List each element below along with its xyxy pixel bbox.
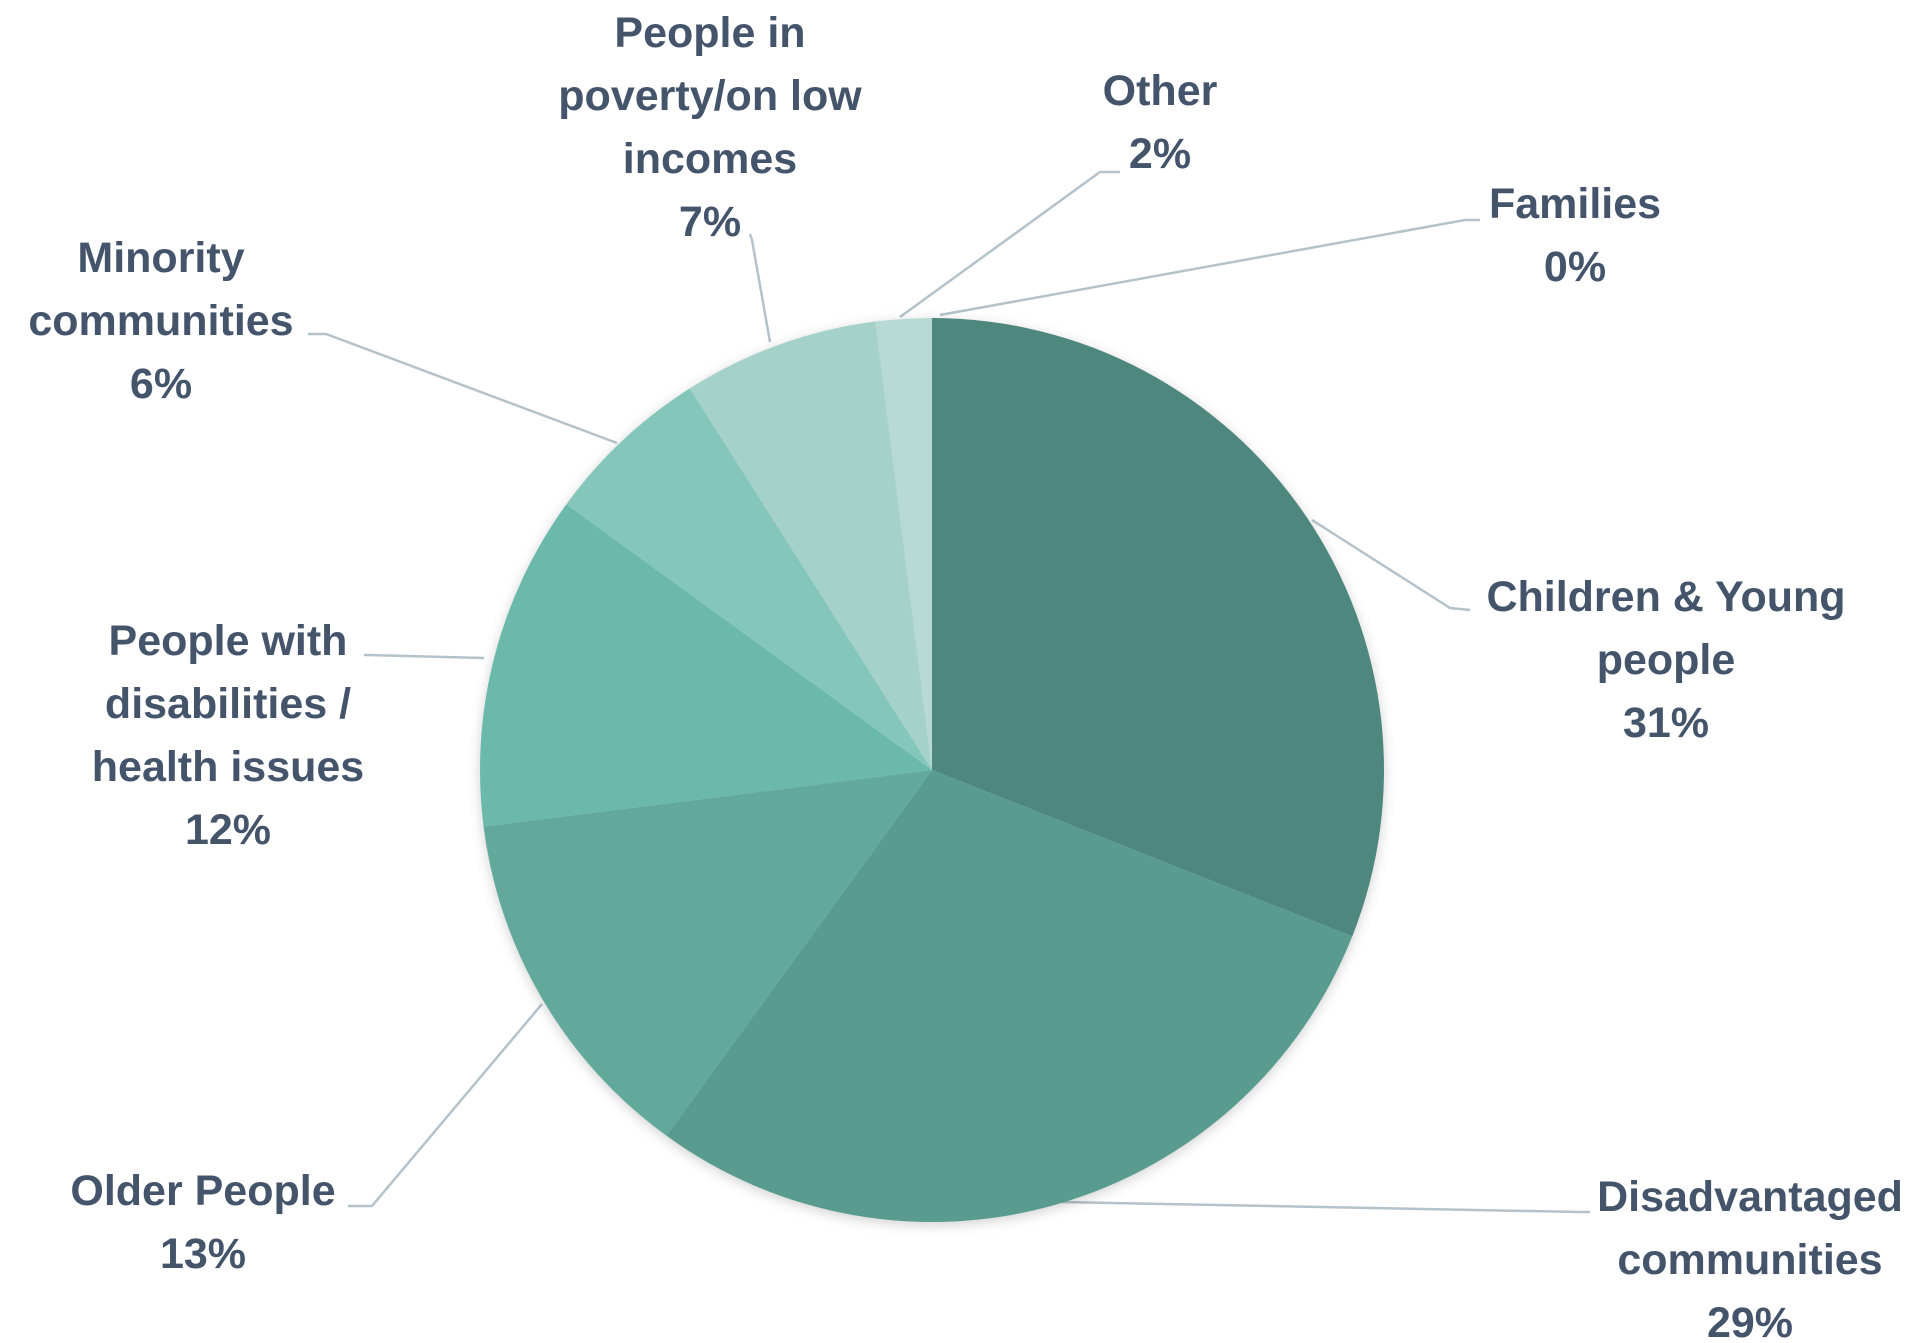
pie-slice-older-people	[483, 770, 932, 1136]
slice-name: Minority	[77, 234, 244, 282]
slice-name: disabilities /	[105, 680, 351, 728]
pie-slices	[479, 318, 1385, 1223]
slice-label: Other 2%	[1103, 67, 1218, 178]
leader-line	[939, 218, 1480, 317]
slice-name: People in	[614, 9, 805, 57]
leader-line	[1311, 518, 1471, 612]
slice-percent: 31%	[1623, 699, 1709, 747]
pie-slice-people-in-poverty-on-low-incomes	[689, 321, 932, 770]
pie-slice-minority-communities	[566, 388, 932, 770]
slice-percent: 6%	[130, 360, 192, 408]
slice-label: Older People 13%	[70, 1167, 335, 1278]
pie-slice-children-young-people	[932, 318, 1385, 937]
slice-percent: 7%	[679, 198, 741, 246]
slice-name: people	[1597, 636, 1736, 684]
slice-name: health issues	[92, 743, 364, 791]
slice-label: Families 0%	[1489, 180, 1661, 291]
leader-lines	[308, 170, 1590, 1214]
slice-percent: 0%	[1544, 243, 1606, 291]
slice-label: People in poverty/on low incomes 7%	[558, 9, 862, 246]
slice-label: People with disabilities / health issues 12…	[92, 617, 364, 854]
slice-label: Minority communities 6%	[28, 234, 293, 408]
leader-line	[1061, 1200, 1590, 1214]
leader-line	[748, 233, 772, 343]
slice-percent: 13%	[160, 1230, 246, 1278]
slice-name: Disadvantaged	[1597, 1173, 1903, 1221]
slice-name: People with	[109, 617, 348, 665]
slice-label: Children & Young people 31%	[1486, 573, 1845, 747]
slice-name: Families	[1489, 180, 1661, 228]
slice-labels: Children & Young people 31% Disadvantaged co…	[28, 9, 1903, 1343]
leader-line	[348, 1003, 543, 1208]
slice-label: Disadvantaged communities 29%	[1597, 1173, 1903, 1343]
pie-slice-other	[875, 318, 932, 770]
slice-name: Other	[1103, 67, 1218, 115]
leader-line	[308, 332, 618, 445]
pie-slice-disadvantaged-communities	[666, 770, 1353, 1223]
slice-name: Children & Young	[1486, 573, 1845, 621]
slice-name: communities	[1617, 1236, 1882, 1284]
leader-line	[364, 653, 485, 660]
slice-name: incomes	[623, 135, 797, 183]
slice-percent: 29%	[1707, 1299, 1793, 1343]
slice-name: communities	[28, 297, 293, 345]
slice-name: poverty/on low	[558, 72, 862, 120]
leader-line	[899, 170, 1120, 319]
slice-percent: 12%	[185, 806, 271, 854]
pie-slice-people-with-disabilities-health-issues	[479, 504, 932, 827]
slice-percent: 2%	[1129, 130, 1191, 178]
slice-name: Older People	[70, 1167, 335, 1215]
